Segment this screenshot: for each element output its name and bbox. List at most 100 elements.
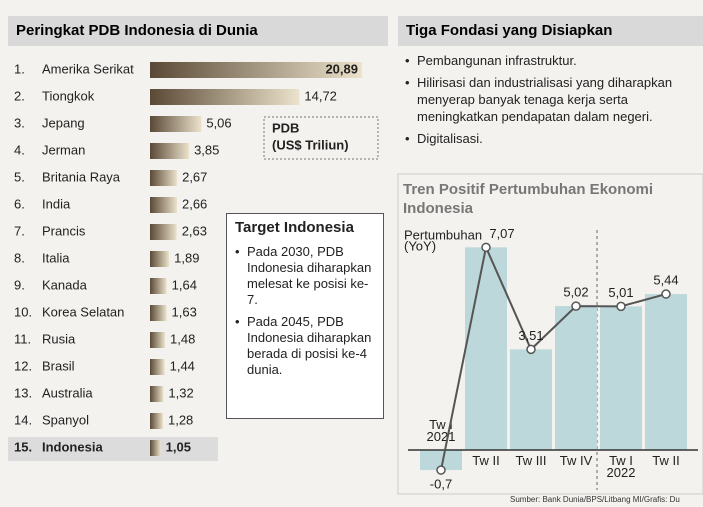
- category-label: Rusia: [42, 331, 76, 346]
- category-label: Britania Raya: [42, 169, 121, 184]
- bar: [600, 306, 642, 450]
- value-label: 14,72: [304, 88, 337, 103]
- bar: [465, 247, 507, 450]
- rank: 4.: [14, 142, 25, 157]
- x-tick-label: Tw IV: [560, 453, 593, 468]
- category-label: Tiongkok: [42, 88, 95, 103]
- bar: [150, 278, 167, 294]
- bar: [150, 251, 170, 267]
- right-header: Tiga Fondasi yang Disiapkan: [398, 16, 703, 46]
- bar: [150, 413, 163, 429]
- value-label: 1,64: [172, 277, 197, 292]
- bar: [150, 62, 362, 78]
- x-tick-label: Tw III: [515, 453, 546, 468]
- bar: [150, 332, 166, 348]
- bar: [150, 440, 161, 456]
- category-label: Jerman: [42, 142, 85, 157]
- rank: 14.: [14, 412, 32, 427]
- value-label: 2,67: [182, 169, 207, 184]
- value-label: 5,02: [563, 285, 588, 300]
- bar: [150, 170, 178, 186]
- category-label: Australia: [42, 385, 93, 400]
- value-label: 1,32: [168, 385, 193, 400]
- bar: [420, 450, 462, 471]
- bar: [150, 386, 164, 402]
- bar: [645, 294, 687, 450]
- rank: 12.: [14, 358, 32, 373]
- category-label: Brasil: [42, 358, 75, 373]
- y-axis-label: (YoY): [404, 238, 436, 253]
- value-label: 3,85: [194, 142, 219, 157]
- category-label: India: [42, 196, 71, 211]
- bar: [150, 143, 190, 159]
- x-tick-label: Tw II: [652, 453, 679, 468]
- category-label: Jepang: [42, 115, 85, 130]
- left-header: Peringkat PDB Indonesia di Dunia: [8, 16, 388, 46]
- bullet: Pada 2045, PDB Indonesia diharapkan bera…: [235, 314, 375, 378]
- value-label: 2,66: [182, 196, 207, 211]
- value-label: 1,05: [166, 439, 191, 454]
- rank: 15.: [14, 439, 32, 454]
- rank: 1.: [14, 61, 25, 76]
- bullet: Digitalisasi.: [405, 130, 700, 147]
- bar: [150, 359, 165, 375]
- value-label: 5,01: [608, 285, 633, 300]
- point: [616, 301, 626, 312]
- x-tick-label: Tw I 2022: [607, 453, 636, 480]
- rank: 5.: [14, 169, 25, 184]
- point: [436, 465, 446, 475]
- rank: 9.: [14, 277, 25, 292]
- value-label: 1,44: [170, 358, 195, 373]
- rank: 10.: [14, 304, 32, 319]
- rank: 6.: [14, 196, 25, 211]
- point: [661, 289, 671, 299]
- x-tick-label: Tw II: [472, 453, 499, 468]
- rank: 3.: [14, 115, 25, 130]
- category-label: Prancis: [42, 223, 86, 238]
- highlight-row: [8, 437, 218, 461]
- bar: [150, 224, 177, 240]
- rank: 8.: [14, 250, 25, 265]
- rank: 7.: [14, 223, 25, 238]
- point: [481, 242, 491, 253]
- value-label: 3,51: [518, 328, 543, 343]
- category-label: Spanyol: [42, 412, 89, 427]
- value-label: 5,06: [206, 115, 231, 130]
- rank: 11.: [14, 331, 31, 346]
- line: [440, 244, 667, 471]
- unit-note: (US$ Triliun): [272, 137, 349, 152]
- value-label: -0,7: [430, 477, 452, 492]
- fondasi-list: Pembangunan infrastruktur. Hilirisasi dan…: [405, 52, 700, 152]
- value-label: 2,63: [182, 223, 207, 238]
- bar: [150, 305, 167, 321]
- target-box: Target Indonesia Pada 2030, PDB Indonesi…: [226, 213, 384, 419]
- point: [571, 301, 581, 311]
- source: Sumber: Bank Dunia/BPS/Litbang MI/Grafis…: [510, 495, 680, 504]
- value-label: 1,48: [170, 331, 195, 346]
- category-label: Korea Selatan: [42, 304, 124, 319]
- bar: [555, 306, 597, 450]
- unit-box: [263, 116, 379, 160]
- bullet: Pembangunan infrastruktur.: [405, 52, 700, 69]
- value-label: 1,89: [174, 250, 199, 265]
- value-label: 20,89: [325, 61, 358, 76]
- value-label: 7,07: [489, 226, 514, 241]
- value-label: 1,63: [172, 304, 197, 319]
- bullet: Hilirisasi dan industrialisasi yang diha…: [405, 74, 700, 125]
- bar: [150, 89, 300, 105]
- value-label: 1,28: [168, 412, 193, 427]
- category-label: Amerika Serikat: [42, 61, 134, 76]
- category-label: Kanada: [42, 277, 88, 292]
- category-label: Indonesia: [42, 439, 103, 454]
- bar: [510, 349, 552, 450]
- bullet: Pada 2030, PDB Indonesia diharapkan mele…: [235, 244, 375, 308]
- bar: [150, 197, 177, 213]
- growth-title: Tren Positif Pertumbuhan Ekonomi Indones…: [403, 181, 654, 217]
- unit-note: PDB: [272, 120, 299, 135]
- bar: [150, 116, 202, 132]
- target-title: Target Indonesia: [235, 219, 354, 236]
- rank: 13.: [14, 385, 32, 400]
- rank: 2.: [14, 88, 25, 103]
